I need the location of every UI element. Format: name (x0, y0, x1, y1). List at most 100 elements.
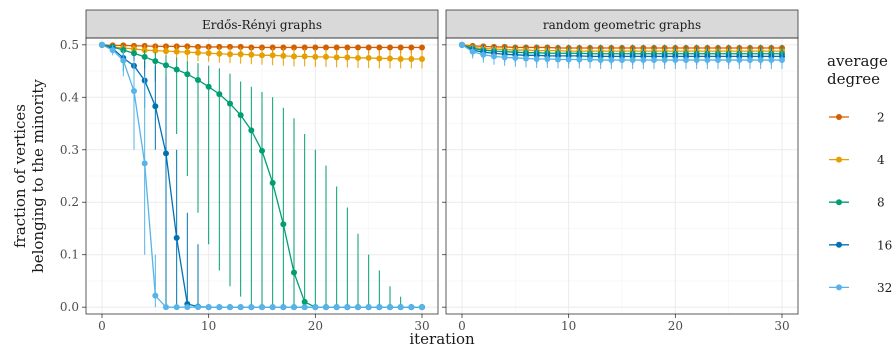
data-point (512, 54, 519, 61)
data-point (704, 57, 711, 64)
y-tick-label: 0.0 (60, 300, 79, 314)
data-point (131, 50, 137, 57)
panel-strip (85, 9, 439, 39)
data-point (301, 304, 308, 311)
data-point (312, 304, 319, 311)
data-point (387, 44, 393, 51)
panel-random-geometric: random geometric graphs 0 10 20 30 (442, 9, 799, 333)
data-point (387, 55, 393, 62)
data-point (640, 57, 647, 64)
data-point (576, 56, 583, 63)
data-point (248, 51, 255, 58)
data-point (683, 57, 689, 64)
grid (446, 38, 798, 314)
data-point (269, 179, 276, 186)
data-point (195, 304, 201, 311)
legend-label: 32 (877, 281, 892, 295)
data-point (365, 304, 372, 311)
legend-title-line2: degree (827, 70, 880, 88)
legend-swatch-point (836, 114, 842, 120)
legend-label: 4 (877, 153, 885, 167)
data-point (195, 76, 201, 83)
series-layer (459, 41, 785, 69)
data-point (291, 304, 297, 311)
data-point (301, 298, 308, 305)
data-point (163, 150, 169, 157)
x-tick-label: 20 (668, 319, 683, 333)
data-point (237, 304, 244, 311)
data-point (163, 48, 169, 55)
data-point (376, 304, 383, 311)
data-point (152, 103, 159, 110)
x-axis-title: iteration (409, 330, 475, 347)
data-point (163, 304, 169, 311)
data-point (587, 56, 593, 63)
legend-label: 2 (877, 111, 885, 125)
data-point (184, 71, 191, 78)
data-point (323, 304, 329, 311)
data-point (523, 55, 529, 62)
data-point (216, 304, 223, 311)
data-point (629, 57, 636, 64)
legend-swatch-point (836, 284, 842, 291)
y-axis-title: fraction of vertices belonging to the mi… (11, 79, 47, 273)
data-point (365, 54, 372, 61)
data-point (344, 44, 351, 51)
data-point (280, 304, 287, 311)
data-point (355, 44, 361, 51)
data-point (152, 47, 159, 54)
data-point (376, 44, 383, 51)
y-tick-label: 0.4 (60, 90, 79, 104)
legend-swatch-point (836, 156, 842, 163)
data-point (237, 51, 244, 58)
data-point (109, 47, 116, 54)
x-tick-label: 30 (774, 319, 789, 333)
data-point (397, 304, 404, 311)
data-point (205, 304, 212, 311)
data-point (205, 83, 212, 90)
y-axis-title-line2: belonging to the minority (29, 79, 47, 273)
data-point (619, 57, 625, 64)
legend-item-2: 2 (829, 111, 885, 125)
data-point (376, 55, 383, 62)
data-point (555, 56, 561, 63)
data-point (355, 304, 361, 311)
x-tick-label: 10 (201, 319, 216, 333)
y-tick-label: 0.1 (60, 248, 79, 262)
data-point (173, 304, 180, 311)
legend-item-8: 8 (829, 196, 885, 210)
axis-ticks: 0 10 20 30 (442, 44, 790, 333)
data-point (259, 304, 265, 311)
data-point (248, 127, 255, 134)
data-point (323, 53, 329, 60)
data-point (419, 44, 425, 51)
data-point (565, 56, 572, 63)
data-point (259, 147, 265, 154)
data-point (99, 41, 105, 48)
data-point (501, 54, 508, 61)
data-point (291, 269, 297, 276)
legend-label: 16 (877, 238, 892, 252)
data-point (227, 304, 233, 311)
data-point (397, 44, 404, 51)
data-point (131, 87, 137, 94)
panel-title: Erdős-Rényi graphs (202, 18, 322, 32)
data-point (408, 44, 415, 51)
data-point (387, 304, 393, 311)
data-point (344, 304, 351, 311)
legend-title-line1: average (827, 52, 888, 70)
data-point (725, 57, 732, 64)
data-point (216, 50, 223, 57)
y-tick-label: 0.3 (60, 143, 79, 157)
data-point (291, 44, 297, 51)
data-point (491, 53, 497, 60)
panel-title: random geometric graphs (543, 18, 701, 32)
x-tick-label: 0 (458, 319, 466, 333)
panel-border (445, 37, 799, 315)
data-point (301, 53, 308, 60)
data-point (333, 54, 340, 61)
series-layer (99, 41, 425, 311)
y-tick-label: 0.5 (60, 38, 79, 52)
data-point (269, 52, 276, 59)
